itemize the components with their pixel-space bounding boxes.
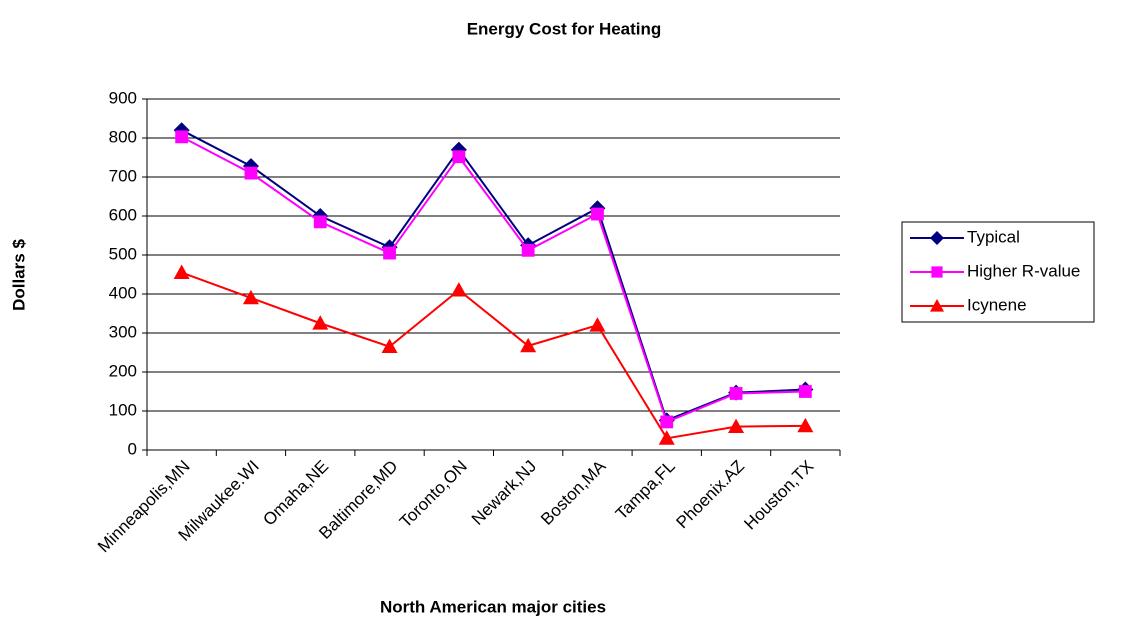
legend-label: Typical bbox=[967, 227, 1020, 246]
y-tick-label: 200 bbox=[109, 361, 137, 380]
legend-label: Higher R-value bbox=[967, 261, 1080, 280]
y-tick-label: 0 bbox=[128, 439, 137, 458]
marker-triangle bbox=[242, 289, 259, 305]
y-tick-label: 900 bbox=[109, 88, 137, 107]
marker-square bbox=[383, 246, 396, 260]
y-tick-label: 500 bbox=[109, 244, 137, 263]
marker-triangle bbox=[930, 299, 944, 312]
y-tick-label: 600 bbox=[109, 205, 137, 224]
marker-square bbox=[452, 150, 466, 164]
x-axis-label: North American major cities bbox=[380, 597, 606, 616]
x-tick-label: Minneapolis,MN bbox=[94, 457, 194, 557]
marker-triangle bbox=[728, 418, 745, 433]
marker-square bbox=[931, 266, 943, 278]
y-tick-label: 400 bbox=[109, 283, 137, 302]
y-tick-label: 800 bbox=[109, 127, 137, 146]
marker-triangle bbox=[381, 338, 398, 354]
marker-square bbox=[244, 166, 258, 180]
x-tick-label: Tampa,FL bbox=[612, 457, 679, 524]
marker-triangle bbox=[312, 315, 329, 330]
legend-label: Icynene bbox=[967, 295, 1027, 314]
x-tick-label: Boston,MA bbox=[537, 456, 610, 529]
x-tick-label: Omaha,NE bbox=[259, 457, 332, 530]
marker-square bbox=[660, 415, 674, 429]
y-axis-label: Dollars $ bbox=[9, 239, 28, 311]
x-tick-label: Phoenix.AZ bbox=[672, 457, 748, 533]
marker-triangle bbox=[658, 430, 675, 445]
x-tick-label: Toronto,ON bbox=[396, 457, 471, 532]
y-tick-label: 700 bbox=[109, 166, 137, 185]
marker-square bbox=[521, 243, 535, 257]
marker-triangle bbox=[589, 317, 606, 332]
series-line bbox=[181, 271, 806, 440]
series-line bbox=[181, 135, 806, 424]
marker-diamond bbox=[930, 231, 944, 245]
marker-square bbox=[591, 207, 604, 221]
marker-square bbox=[729, 387, 743, 400]
marker-square bbox=[798, 385, 812, 398]
x-tick-label: Newark,NJ bbox=[468, 457, 540, 529]
marker-triangle bbox=[520, 337, 537, 353]
chart-title: Energy Cost for Heating bbox=[467, 19, 662, 38]
marker-triangle bbox=[797, 417, 814, 433]
series-line bbox=[181, 129, 806, 422]
y-tick-label: 300 bbox=[109, 322, 137, 341]
marker-triangle bbox=[173, 264, 190, 279]
marker-square bbox=[175, 130, 189, 144]
x-tick-label: Houston,TX bbox=[740, 457, 817, 534]
marker-square bbox=[313, 215, 327, 229]
y-tick-label: 100 bbox=[109, 400, 137, 419]
marker-triangle bbox=[450, 282, 467, 297]
